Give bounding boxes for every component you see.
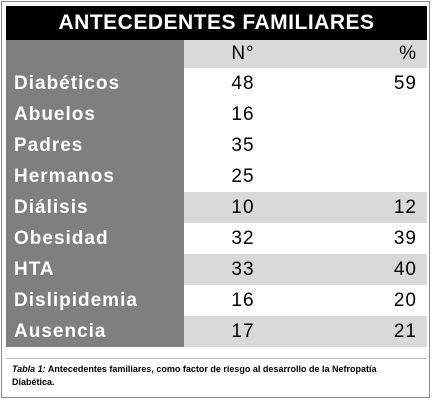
table-title: ANTECEDENTES FAMILIARES	[6, 6, 427, 40]
table-row: Abuelos 16	[6, 99, 427, 130]
row-label: Hermanos	[6, 161, 184, 192]
caption-label: Tabla 1:	[12, 364, 46, 374]
cell: 40	[302, 254, 427, 285]
cell: 16	[231, 289, 255, 311]
header-cell: %	[302, 40, 427, 68]
row-label: Abuelos	[6, 99, 184, 130]
row-label: Diabéticos	[6, 68, 184, 99]
row-label: HTA	[6, 254, 184, 285]
cell: 20	[393, 289, 417, 311]
table-row: Dislipidemia 16 20	[6, 285, 427, 316]
row-label: Padres	[6, 130, 184, 161]
cell	[302, 161, 427, 192]
table-row: HTA 33 40	[6, 254, 427, 285]
header-row: N° %	[6, 40, 427, 68]
cell: 10	[184, 192, 302, 223]
caption-text: Antecedentes familiares, como factor de …	[12, 364, 377, 387]
cell: 17	[184, 316, 302, 347]
cell: 16	[231, 103, 255, 125]
table-row: Padres 35	[6, 130, 427, 161]
cell: 35	[231, 134, 255, 156]
cell: 39	[393, 227, 417, 249]
cell	[302, 130, 427, 161]
row-label: Dislipidemia	[6, 285, 184, 316]
cell: 59	[393, 72, 417, 94]
cell: 48	[231, 72, 255, 94]
table: N° % Diabéticos 48 59 Abuelos 16 Padres 35 Herm…	[6, 40, 427, 347]
cell: 32	[231, 227, 255, 249]
row-label: Diálisis	[6, 192, 184, 223]
cell	[302, 99, 427, 130]
header-cell	[6, 40, 184, 68]
caption: Tabla 1: Antecedentes familiares, como f…	[6, 358, 427, 396]
cell: 25	[231, 165, 255, 187]
table-row: Obesidad 32 39	[6, 223, 427, 254]
table-row: Ausencia 17 21	[6, 316, 427, 347]
cell: 21	[302, 316, 427, 347]
table-row: Hermanos 25	[6, 161, 427, 192]
table-row: Diabéticos 48 59	[6, 68, 427, 99]
row-label: Obesidad	[6, 223, 184, 254]
header-cell: N°	[184, 40, 302, 68]
cell: 33	[184, 254, 302, 285]
table-row: Diálisis 10 12	[6, 192, 427, 223]
cell: 12	[302, 192, 427, 223]
row-label: Ausencia	[6, 316, 184, 347]
